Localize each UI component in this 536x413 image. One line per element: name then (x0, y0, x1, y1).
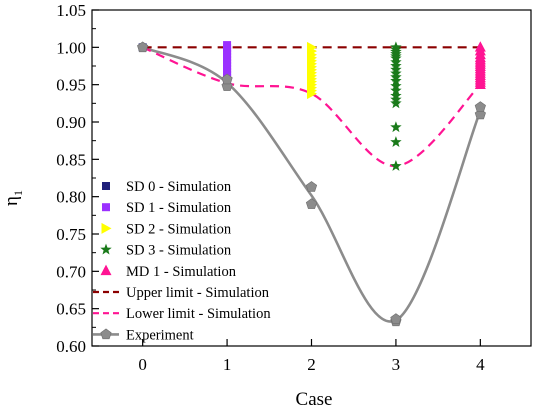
sd-3-point (390, 41, 402, 53)
sd-3-point (390, 89, 402, 101)
y-tick-label: 0.75 (56, 225, 86, 244)
legend-label: SD 3 - Simulation (126, 243, 232, 259)
x-tick-label: 1 (223, 355, 232, 374)
md-1-point (474, 41, 486, 52)
legend-label: Lower limit - Simulation (126, 306, 271, 322)
y-tick-label: 0.90 (56, 113, 86, 132)
y-axis-title: η1 (1, 190, 25, 206)
legend-label: Experiment (126, 327, 194, 343)
sd-3-point (390, 80, 402, 92)
sd-1-point (223, 41, 232, 50)
legend-marker (100, 264, 112, 276)
x-tick-label: 0 (138, 355, 147, 374)
legend-marker (100, 243, 112, 255)
sd-3-point (390, 74, 402, 86)
sd-3-point (390, 93, 402, 105)
legend: SD 0 - Simulation SD 1 - Simulation SD 2 -… (93, 179, 271, 343)
sd-3-point (390, 160, 402, 171)
x-tick-label: 2 (307, 355, 316, 374)
sd-3-point (390, 97, 402, 109)
y-tick-label: 1.00 (56, 38, 86, 57)
y-tick-label: 0.95 (56, 76, 86, 95)
sd-3-point (390, 56, 402, 68)
experiment-line (142, 46, 482, 323)
y-tick-label: 0.85 (56, 150, 86, 169)
legend-marker (102, 203, 110, 212)
sd-3-point (390, 136, 402, 148)
x-axis-title: Case (296, 389, 333, 410)
experiment-point (305, 198, 318, 209)
experiment-point (305, 181, 318, 192)
legend-marker (100, 328, 112, 340)
x-ticks: 0 1 2 3 4 (138, 339, 485, 374)
y-tick-label: 0.65 (56, 300, 86, 319)
sd-3-point (390, 63, 402, 75)
legend-label: SD 1 - Simulation (126, 200, 232, 216)
x-tick-label: 3 (392, 355, 401, 374)
lower-limit-line (142, 46, 482, 168)
sd-3-point (390, 121, 402, 133)
y-tick-label: 1.05 (56, 1, 86, 20)
experiment-point (221, 73, 233, 85)
experiment-point (390, 313, 402, 324)
y-tick-label: 0.80 (56, 188, 86, 207)
legend-label: MD 1 - Simulation (126, 264, 237, 280)
sd-3-point (390, 84, 402, 96)
experiment-point (137, 41, 149, 53)
sd-3-point (390, 71, 402, 83)
y-tick-label: 0.60 (56, 337, 86, 356)
x-tick-label: 4 (476, 355, 485, 374)
experiment-point (474, 101, 486, 112)
sd-2-point (307, 41, 317, 53)
legend-marker (102, 182, 110, 190)
y-ticks: 0.60 0.65 0.70 0.75 0.80 0.85 0.90 0.95 1.00 1.05 (56, 1, 99, 356)
sd-3-point (390, 60, 402, 71)
y-axis-title-subscript: 1 (11, 190, 25, 196)
y-axis-title-main: η (1, 196, 22, 206)
legend-label: SD 0 - Simulation (126, 179, 232, 195)
legend-label: Upper limit - Simulation (126, 285, 270, 301)
legend-label: SD 2 - Simulation (126, 221, 232, 237)
legend-marker (101, 222, 112, 234)
series (137, 41, 486, 327)
y-tick-label: 0.70 (56, 262, 86, 281)
sd-3-point (390, 67, 402, 79)
